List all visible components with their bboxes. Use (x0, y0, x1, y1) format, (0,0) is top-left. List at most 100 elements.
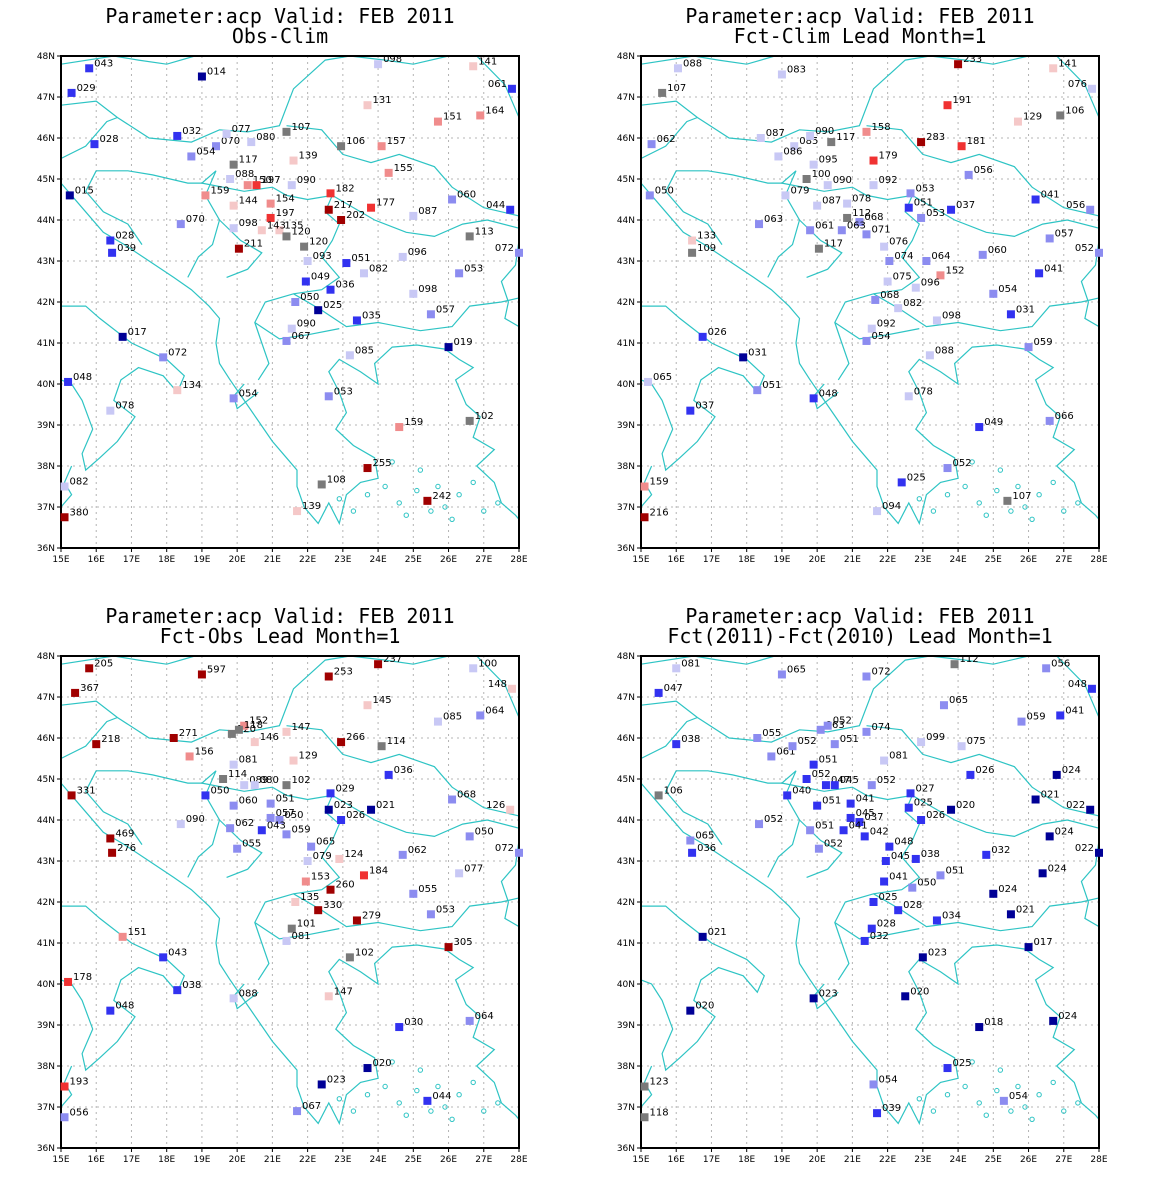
coastline (60, 116, 118, 160)
island (1061, 508, 1067, 514)
station-marker: 051 (809, 755, 838, 769)
station-square (855, 818, 864, 827)
station-value-label: 260 (336, 880, 355, 891)
station-square (806, 226, 815, 235)
station-marker: 129 (1013, 112, 1042, 126)
coastline (84, 770, 143, 845)
station-value-label: 083 (787, 64, 806, 75)
station-marker: 089 (240, 775, 268, 790)
lat-tick-label: 42N (37, 898, 55, 908)
station-marker: 022 (1066, 800, 1095, 814)
station-marker: 156 (185, 746, 214, 761)
station-square (686, 406, 695, 415)
station-value-label: 107 (291, 122, 310, 133)
station-square (448, 795, 457, 804)
station-square (698, 332, 707, 341)
panel-title: Parameter:acp Valid: FEB 2011 (105, 604, 455, 628)
station-value-label: 156 (195, 746, 214, 757)
station-marker: 151 (433, 112, 462, 126)
station-square (1049, 64, 1058, 73)
panel-title: Parameter:acp Valid: FEB 2011 (685, 4, 1035, 28)
station-value-label: 038 (921, 849, 940, 860)
station-value-label: 029 (77, 83, 96, 94)
station-marker: 090 (823, 175, 852, 190)
station-value-label: 043 (168, 947, 187, 958)
station-marker: 159 (201, 185, 230, 200)
island (364, 1092, 371, 1098)
coastline (640, 655, 776, 665)
station-marker: 075 (883, 272, 912, 286)
island (997, 467, 1004, 473)
island (944, 492, 951, 498)
station-value-label: 159 (210, 185, 229, 196)
station-marker: 048 (1068, 679, 1096, 693)
station-value-label: 179 (879, 151, 898, 162)
coastline (201, 182, 341, 381)
lat-tick-label: 46N (617, 734, 635, 744)
station-value-label: 052 (812, 769, 831, 780)
station-marker: 112 (843, 208, 871, 222)
station-marker: 148 (488, 679, 516, 693)
island (449, 516, 455, 522)
station-value-label: 217 (334, 200, 353, 211)
station-marker: 021 (1031, 790, 1060, 804)
station-marker: 043 (85, 58, 113, 73)
station-value-label: 148 (488, 679, 507, 690)
lat-tick-label: 46N (37, 734, 55, 744)
station-value-label: 020 (910, 986, 929, 997)
station-marker: 061 (488, 79, 516, 93)
lon-tick-label: 24E (370, 555, 387, 565)
island (994, 487, 1000, 494)
station-value-label: 077 (232, 124, 251, 135)
station-value-label: 177 (376, 198, 395, 209)
lon-tick-label: 27E (1055, 1155, 1072, 1165)
station-value-label: 051 (914, 198, 933, 209)
lon-tick-label: 26E (1020, 1155, 1037, 1165)
station-square (658, 88, 667, 97)
station-square (465, 1016, 474, 1025)
station-value-label: 076 (1068, 79, 1087, 90)
station-value-label: 038 (681, 734, 700, 745)
station-value-label: 164 (485, 105, 504, 116)
station-square (975, 1023, 984, 1032)
station-value-label: 078 (852, 194, 871, 205)
station-marker: 092 (867, 319, 896, 333)
station-square (688, 248, 697, 257)
station-square (64, 977, 73, 986)
station-value-label: 279 (362, 910, 381, 921)
station-value-label: 276 (117, 843, 136, 854)
lat-tick-label: 41N (37, 939, 55, 949)
station-marker: 106 (337, 136, 365, 151)
coastline (640, 905, 766, 1072)
station-square (975, 423, 984, 432)
station-square (173, 131, 182, 140)
station-marker: 057 (266, 808, 295, 822)
station-marker: 060 (978, 245, 1007, 259)
lon-tick-label: 20E (809, 1155, 826, 1165)
station-value-label: 080 (260, 775, 279, 786)
station-square (880, 242, 889, 251)
station-marker: 043 (159, 947, 187, 962)
station-marker: 015 (65, 185, 94, 200)
station-marker: 048 (809, 388, 838, 403)
station-square (686, 1006, 695, 1015)
station-value-label: 107 (667, 83, 686, 94)
station-square (266, 813, 275, 822)
station-square (359, 269, 368, 278)
station-marker: 053 (324, 386, 353, 401)
lon-tick-label: 20E (229, 555, 246, 565)
station-value-label: 331 (77, 785, 96, 796)
station-marker: 051 (830, 734, 859, 749)
station-marker: 147 (324, 986, 353, 1001)
station-square (317, 1080, 326, 1089)
station-value-label: 062 (408, 845, 427, 856)
station-square (925, 351, 934, 360)
station-square (1056, 111, 1065, 120)
station-value-label: 068 (880, 290, 899, 301)
station-marker: 152 (240, 716, 268, 730)
station-square (964, 170, 973, 179)
station-value-label: 053 (334, 386, 353, 397)
station-square (324, 805, 333, 814)
station-value-label: 597 (207, 664, 226, 675)
station-value-label: 092 (877, 319, 896, 330)
